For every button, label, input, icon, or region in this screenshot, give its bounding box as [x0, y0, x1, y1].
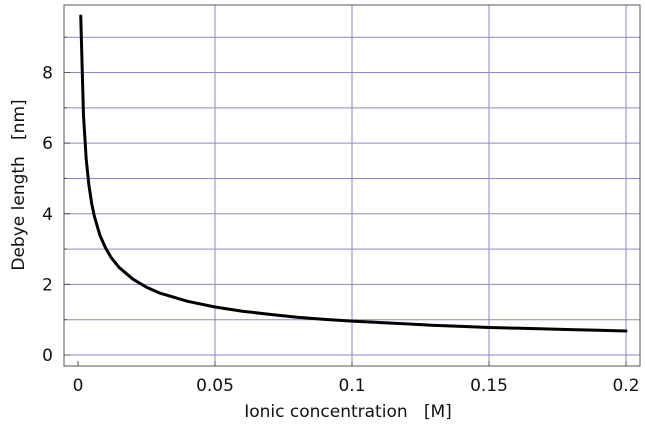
debye-length-curve	[79, 14, 628, 333]
x-axis-label: Ionic concentration [M]	[244, 402, 452, 422]
y-tick-label: 0	[42, 346, 53, 366]
y-tick-label: 6	[42, 134, 53, 154]
y-tick-label: 8	[42, 64, 53, 84]
plot-frame	[63, 4, 641, 367]
x-tick-label: 0.2	[612, 376, 639, 396]
y-tick-labels: 0 2 4 6 8	[42, 64, 53, 367]
x-tick-label: 0.15	[470, 376, 508, 396]
y-axis-label: Debye length [nm]	[9, 99, 29, 270]
x-tick-label: 0	[73, 376, 84, 396]
x-tick-label: 0.05	[196, 376, 234, 396]
y-tick-label: 2	[42, 275, 53, 295]
x-tick-label: 0.1	[338, 376, 365, 396]
y-tick-label: 4	[42, 205, 53, 225]
x-tick-labels: 0 0.05 0.1 0.15 0.2	[73, 376, 640, 396]
